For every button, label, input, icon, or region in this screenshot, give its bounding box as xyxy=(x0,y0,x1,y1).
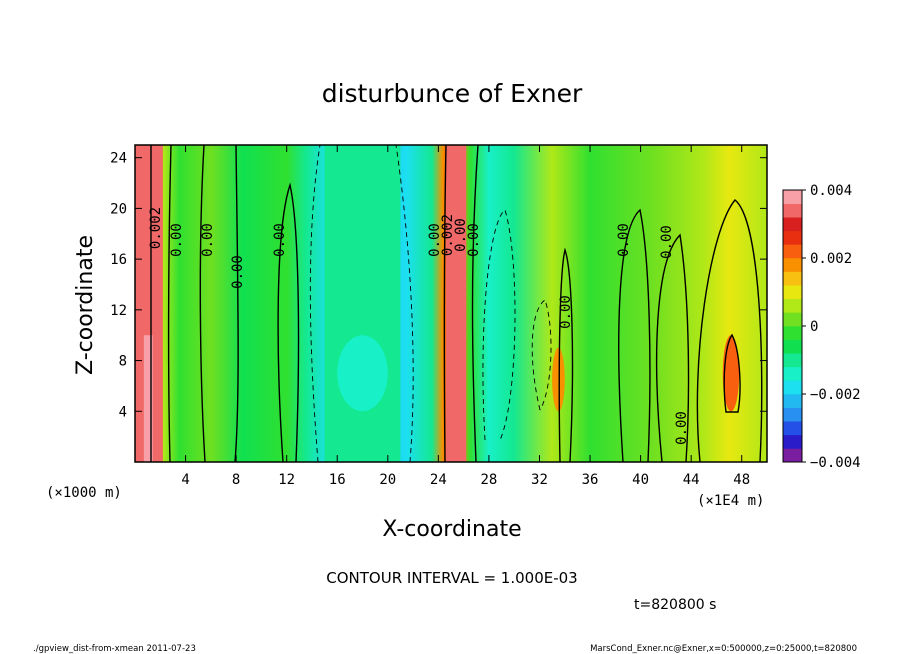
x-tick-label-9: 40 xyxy=(632,472,649,488)
plot-area xyxy=(135,145,767,462)
contour-line-1 xyxy=(167,145,172,462)
contour-interval-text: CONTOUR INTERVAL = 1.000E-03 xyxy=(326,569,577,587)
colorbar-swatch-10 xyxy=(783,312,802,327)
contour-lines xyxy=(150,145,763,462)
chart-title: disturbunce of Exner xyxy=(322,79,583,108)
field-region-2 xyxy=(324,145,401,462)
contour-label-4: 0.00 xyxy=(272,223,288,257)
colorbar-label-4: −0.004 xyxy=(810,455,861,471)
contour-line-6 xyxy=(395,145,414,462)
contour-label-2: 0.00 xyxy=(200,223,216,257)
colorbar-swatch-11 xyxy=(783,298,802,313)
x-tick-label-8: 36 xyxy=(582,472,599,488)
colorbar-label-3: −0.002 xyxy=(810,387,861,403)
x-tick-label-4: 20 xyxy=(379,472,396,488)
contour-line-2 xyxy=(199,145,206,462)
colorbar-swatch-6 xyxy=(783,366,802,381)
field-region-core xyxy=(143,335,153,462)
contour-label-1: 0.00 xyxy=(169,223,185,257)
colorbar-label-0: 0.004 xyxy=(810,183,852,199)
colorbar-swatch-0 xyxy=(783,448,802,463)
field-region-5 xyxy=(552,347,565,412)
x-unit-label: (×1E4 m) xyxy=(697,493,764,509)
contour-line-3 xyxy=(234,145,239,462)
x-tick-label-3: 16 xyxy=(329,472,346,488)
colorbar-swatch-3 xyxy=(783,407,802,422)
contour-line-15 xyxy=(723,333,741,413)
colorbar-label-1: 0.002 xyxy=(810,251,852,267)
colorbar-swatch-14 xyxy=(783,258,802,272)
x-axis-label: X-coordinate xyxy=(382,517,521,542)
x-tick-label-11: 48 xyxy=(733,472,750,488)
colorbar-swatch-7 xyxy=(783,353,802,368)
field-region-1 xyxy=(445,145,467,462)
y-tick-label-5: 24 xyxy=(110,151,127,167)
x-tick-label-5: 24 xyxy=(430,472,447,488)
contour-line-13 xyxy=(656,233,690,462)
field-region-3 xyxy=(337,335,388,412)
contour-line-0 xyxy=(150,145,152,462)
y-tick-label-4: 20 xyxy=(110,201,127,217)
time-text: t=820800 s xyxy=(634,597,716,613)
contour-line-7 xyxy=(443,145,447,462)
contour-label-6: 0.002 xyxy=(440,214,456,256)
colorbar-swatch-19 xyxy=(783,190,802,204)
contour-label-3: 0.00 xyxy=(230,255,246,289)
colorbar-swatch-8 xyxy=(783,339,802,354)
colorbar-swatch-15 xyxy=(783,244,802,259)
field-region-4 xyxy=(722,335,740,412)
contour-label-12: 0.00 xyxy=(427,223,443,257)
contour-line-4 xyxy=(277,182,300,462)
x-axis: 4 8 12 16 20 24 28 32 36 40 44 48 xyxy=(181,145,750,488)
colorbar-label-2: 0 xyxy=(810,319,818,335)
colorbar-swatch-18 xyxy=(783,203,802,218)
colorbar-swatch-16 xyxy=(783,230,802,245)
y-tick-label-3: 16 xyxy=(110,252,127,268)
contour-label-5: 0.00 xyxy=(558,295,574,329)
x-tick-label-0: 4 xyxy=(181,472,189,488)
colorbar-swatch-12 xyxy=(783,285,802,300)
contour-line-5 xyxy=(309,145,321,462)
plot-frame xyxy=(134,144,768,463)
contour-label-7: 0.00 xyxy=(453,218,469,252)
y-tick-label-1: 8 xyxy=(119,354,127,370)
x-tick-label-7: 32 xyxy=(531,472,548,488)
footer-left: ./gpview_dist-from-xmean 2011-07-23 xyxy=(33,644,196,654)
y-tick-label-0: 4 xyxy=(119,404,127,420)
contour-label-10: 0.00 xyxy=(659,225,675,259)
y-unit-label: (×1000 m) xyxy=(46,485,122,501)
contour-line-11 xyxy=(558,247,574,462)
contour-line-12 xyxy=(618,208,651,462)
colorbar-swatch-17 xyxy=(783,217,802,232)
y-axis: 4 8 12 16 20 24 xyxy=(110,151,767,420)
colorbar-swatch-9 xyxy=(783,326,802,340)
contour-label-8: 0.00 xyxy=(466,223,482,257)
colorbar-swatch-2 xyxy=(783,421,802,436)
footer-right: MarsCond_Exner.nc@Exner,x=0:500000,z=0:2… xyxy=(590,644,857,654)
x-tick-label-2: 12 xyxy=(278,472,295,488)
contour-label-0: 0.002 xyxy=(148,207,164,249)
colorbar-swatch-13 xyxy=(783,271,802,286)
colorbar-swatch-4 xyxy=(783,394,802,408)
y-axis-label: Z-coordinate xyxy=(73,235,98,375)
y-tick-label-2: 12 xyxy=(110,303,127,319)
x-tick-label-1: 8 xyxy=(232,472,240,488)
field-regions xyxy=(135,145,740,462)
contour-label-9: 0.00 xyxy=(616,223,632,257)
colorbar-swatch-5 xyxy=(783,380,802,395)
contour-line-8 xyxy=(471,145,479,462)
x-tick-label-10: 44 xyxy=(683,472,700,488)
colorbar-swatch-1 xyxy=(783,434,802,449)
x-tick-label-6: 28 xyxy=(480,472,497,488)
contour-line-14 xyxy=(696,199,763,462)
colorbar: 0.004 0.002 0 −0.002 −0.004 xyxy=(782,183,861,471)
contour-label-11: 0.00 xyxy=(674,411,690,445)
